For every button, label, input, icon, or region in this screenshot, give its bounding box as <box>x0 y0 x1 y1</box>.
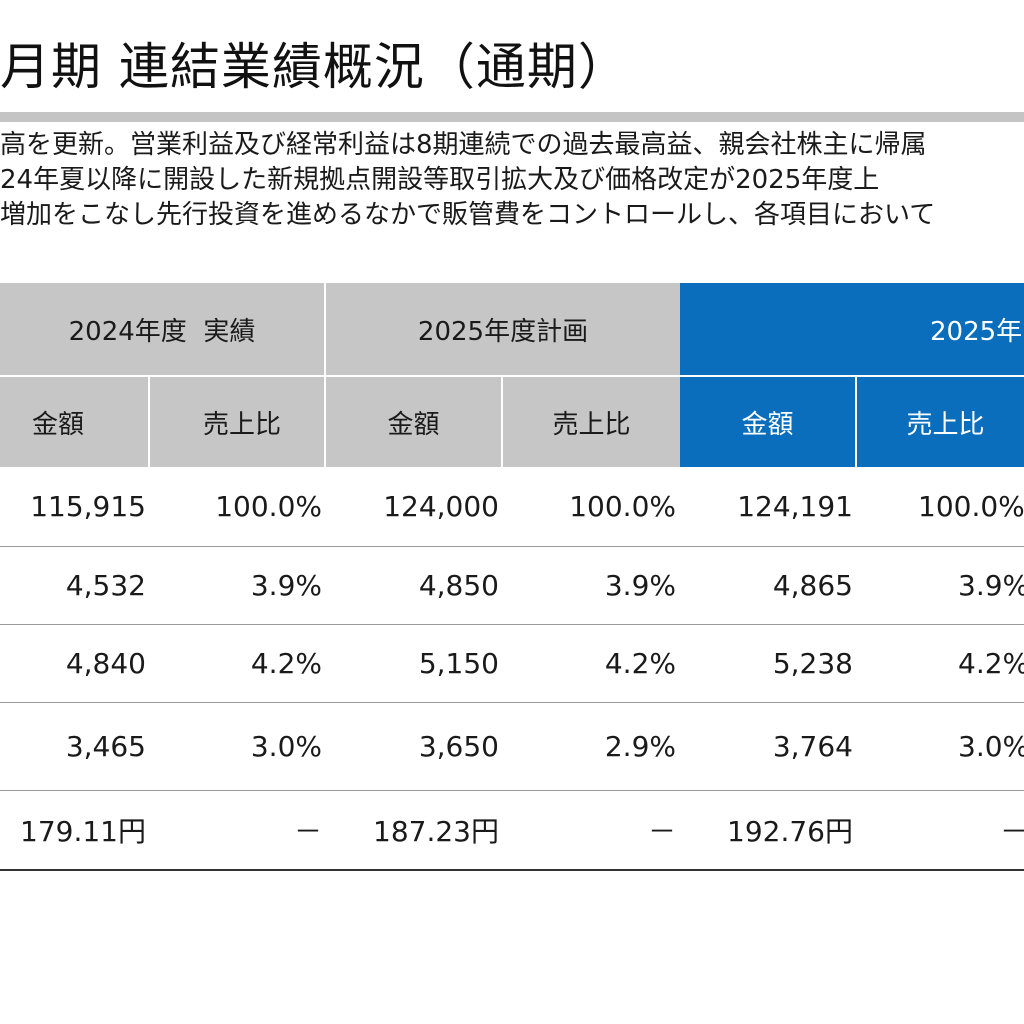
cell-ratio: 3.9% <box>250 569 322 602</box>
cell-ratio: 100.0% <box>215 490 322 523</box>
cell-amount: 5,238 <box>772 647 853 680</box>
table-sub-header-row: 金額 売上比 金額 売上比 金額 売上比 <box>0 375 1024 467</box>
cell-amount: 124,191 <box>737 490 853 523</box>
cell-ratio: 100.0% <box>569 490 676 523</box>
cell-ratio: 2.9% <box>604 730 676 763</box>
group-header-label: 2025年 <box>930 316 1023 347</box>
table-row: 4,532 3.9% 4,850 3.9% 4,865 3.9% <box>0 547 1024 625</box>
table-group-header-row: 2024年度 実績 2025年度計画 2025年 <box>0 283 1024 375</box>
cell-amount: 3,650 <box>418 730 499 763</box>
group-header-label: 2024年度 実績 <box>68 316 256 347</box>
group-header-2025-result: 2025年 <box>680 283 1024 375</box>
cell-eps: 179.11円 <box>20 815 146 848</box>
cell-ratio: 4.2% <box>604 647 676 680</box>
cell-ratio: 3.9% <box>604 569 676 602</box>
cell-ratio: － <box>293 815 322 848</box>
subheader-amount: 金額 <box>0 377 150 467</box>
subheader-amount: 金額 <box>680 377 857 467</box>
cell-eps: 192.76円 <box>727 815 853 848</box>
cell-ratio: 4.2% <box>250 647 322 680</box>
summary-line: 高を更新。営業利益及び経常利益は8期連続での過去最高益、親会社株主に帰属 <box>0 130 927 160</box>
cell-ratio: 4.2% <box>958 647 1024 680</box>
cell-amount: 4,865 <box>772 569 853 602</box>
cell-ratio: 3.0% <box>250 730 322 763</box>
table-row: 179.11円 － 187.23円 － 192.76円 － <box>0 791 1024 871</box>
summary-text: 高を更新。営業利益及び経常利益は8期連続での過去最高益、親会社株主に帰属 24年… <box>0 128 1024 233</box>
cell-eps: 187.23円 <box>373 815 499 848</box>
cell-amount: 124,000 <box>383 490 499 523</box>
page-title: 月期 連結業績概況（通期） <box>0 38 629 96</box>
results-table: 2024年度 実績 2025年度計画 2025年 金額 売上比 金額 売上比 金… <box>0 283 1024 871</box>
group-header-label: 2025年度計画 <box>417 316 589 347</box>
cell-ratio: 3.9% <box>958 569 1024 602</box>
summary-line: 増加をこなし先行投資を進めるなかで販管費をコントロールし、各項目において <box>0 200 936 230</box>
cell-ratio: 3.0% <box>958 730 1024 763</box>
table-row: 115,915 100.0% 124,000 100.0% 124,191 10… <box>0 467 1024 547</box>
summary-line: 24年夏以降に開設した新規拠点開設等取引拡大及び価格改定が2025年度上 <box>0 165 880 195</box>
subheader-ratio: 売上比 <box>503 377 680 467</box>
cell-amount: 4,850 <box>418 569 499 602</box>
table-row: 4,840 4.2% 5,150 4.2% 5,238 4.2% <box>0 625 1024 703</box>
cell-amount: 3,764 <box>772 730 853 763</box>
subheader-ratio: 売上比 <box>857 377 1024 467</box>
cell-amount: 4,840 <box>65 647 146 680</box>
cell-amount: 115,915 <box>30 490 146 523</box>
subheader-ratio: 売上比 <box>150 377 326 467</box>
title-divider <box>0 112 1024 122</box>
cell-ratio: 100.0% <box>918 490 1024 523</box>
cell-amount: 5,150 <box>418 647 499 680</box>
cell-ratio: － <box>647 815 676 848</box>
cell-amount: 3,465 <box>65 730 146 763</box>
cell-ratio: － <box>1000 791 1024 869</box>
group-header-2025-plan: 2025年度計画 <box>326 283 680 375</box>
group-header-2024-actual: 2024年度 実績 <box>0 283 326 375</box>
cell-amount: 4,532 <box>65 569 146 602</box>
table-row: 3,465 3.0% 3,650 2.9% 3,764 3.0% <box>0 703 1024 791</box>
subheader-amount: 金額 <box>326 377 503 467</box>
